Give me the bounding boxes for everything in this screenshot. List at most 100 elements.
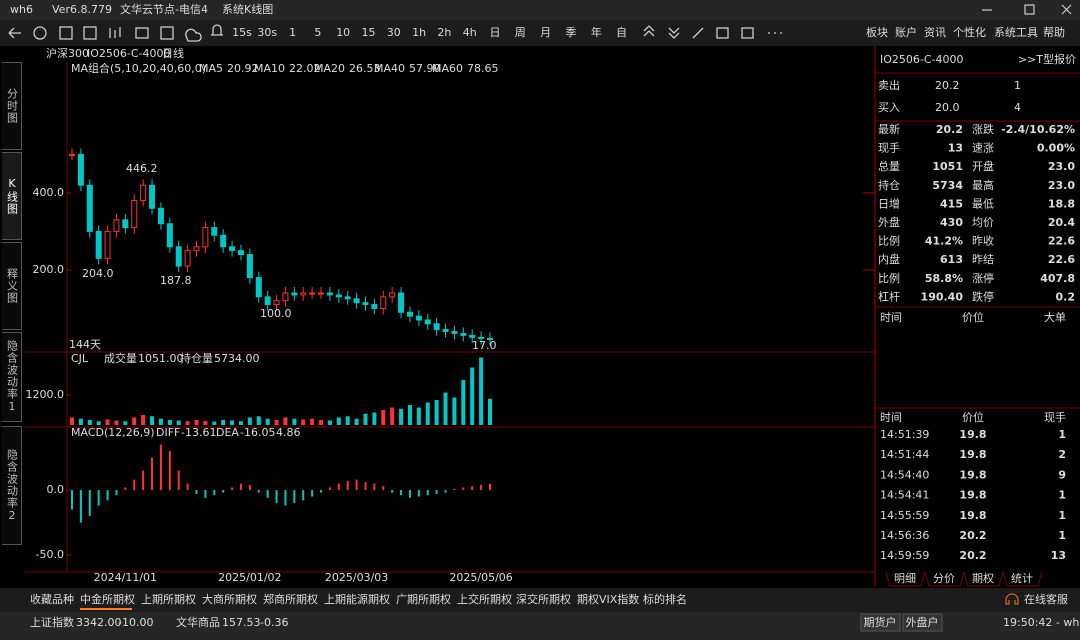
detail-tab[interactable]: 期权 [972,572,994,585]
index-change: -0.36 [260,616,288,629]
status-button[interactable] [860,613,901,632]
market-tab[interactable]: 上期所期权 [141,593,196,606]
period-button[interactable]: 5 [314,26,321,39]
stat-label: 最低 [972,197,994,210]
stat-label: 跌停 [972,289,994,303]
menu-item[interactable]: 账户 [895,25,917,39]
price-annotation: 446.2 [126,162,158,175]
candle [246,254,253,279]
market-tab[interactable]: 深交所期权 [516,592,571,606]
period-button[interactable]: 年 [591,25,602,39]
market-tab[interactable]: 上期能源期权 [324,592,390,606]
market-tab[interactable]: 标的排名 [643,592,687,606]
side-tab[interactable]: 释义图 [2,242,22,330]
volume-bar [390,407,395,425]
period-button[interactable]: 周 [515,26,526,39]
menu-item[interactable]: 帮助 [1043,25,1065,39]
diff-value: -13.61 [181,426,216,439]
status-button[interactable] [902,613,943,632]
candle [175,246,182,267]
volume-bar [247,417,252,425]
y-tick-label: 1200.0 [26,388,65,401]
stat-label: 外盘 [878,215,900,229]
period-button[interactable]: 1 [289,26,296,39]
period-button[interactable]: 季 [565,26,576,39]
ma-name: MA5 [199,62,223,75]
volume-bar [407,405,412,425]
index-name: 沪深300 [46,46,89,60]
candle [344,296,351,300]
candle [389,292,396,298]
stat-label: 现手 [878,141,900,155]
tab-shape [885,571,926,587]
t-quote-link[interactable]: >>T型报价 [1018,52,1076,66]
period-button[interactable]: 月 [540,26,551,39]
stat-value: 23.0 [1048,179,1075,192]
menu-item[interactable]: 个性化 [953,25,986,39]
period-button[interactable]: 4h [463,26,477,39]
volume-bar [399,408,404,425]
market-tab[interactable]: 中金所期权 [80,592,135,606]
bottom-tab-bar [0,588,1080,612]
period-button[interactable]: 2h [437,26,451,39]
candle [113,219,120,232]
column-header: 时间 [880,311,902,324]
stat-label: 日增 [878,196,900,210]
y-tick-label: 400.0 [33,186,65,199]
macd-value: 4.86 [276,426,301,439]
detail-tab[interactable]: 明细 [894,572,916,585]
ma-value: 20.92 [227,62,259,75]
candle [335,294,342,298]
candle [69,153,75,156]
side-tab[interactable]: K线图 [2,152,22,240]
side-tab[interactable]: 分时图 [2,62,22,150]
menu-item[interactable]: 资讯 [924,26,946,39]
market-tab[interactable]: 上交所期权 [457,592,512,606]
candle [95,230,102,259]
menu-item[interactable]: 系统工具 [994,26,1038,39]
volume-bar [372,412,377,425]
menu-item[interactable]: 板块 [866,25,888,39]
period-button[interactable]: 30s [257,26,277,39]
volume-bar [212,421,217,425]
period-button[interactable]: 10 [336,26,350,39]
detail-tab[interactable]: 分价 [933,572,955,585]
stat-value: 415 [940,197,963,210]
column-header: 价位 [962,410,984,424]
period-button[interactable]: 15s [232,26,252,39]
candle [193,246,200,252]
volume-bar [265,418,270,425]
period-button[interactable]: 日 [490,26,501,39]
ma-legend: MA40 57.90 [374,62,441,75]
volume-bar [274,420,279,425]
ma-value: 22.02 [289,62,321,75]
ma-legend: MA20 26.53 [314,62,381,75]
market-tab[interactable]: 期权VIX指数 [577,592,639,606]
stat-label: 比例 [878,271,900,285]
period-button[interactable]: 15 [362,26,376,39]
period-button[interactable]: 1h [412,26,426,39]
stat-value: 18.8 [1048,197,1075,210]
stat-label: 昨结 [972,253,994,266]
side-tab[interactable]: 隐含波动率2 [2,426,22,545]
price-annotation: 17.0 [472,339,497,352]
market-tab[interactable]: 广期所期权 [396,593,451,606]
symbol: IO2506-C-4000 [880,53,964,66]
market-tab[interactable]: 郑商所期权 [263,592,318,606]
period-button[interactable]: 自 [616,26,627,39]
candle [380,296,387,309]
side-tab[interactable]: 隐含波动率1 [2,332,22,422]
detail-tab[interactable]: 统计 [1011,572,1033,585]
ma-name: MA10 [254,62,285,75]
price-annotation: 144天 [69,338,101,351]
status-button-label: 外盘户 [906,615,939,629]
side-price: 20.0 [935,101,960,114]
volume-bar [416,407,421,425]
stat-value: 430 [940,216,963,229]
service-link[interactable]: 在线客服 [1024,592,1068,606]
market-tab[interactable]: 大商所期权 [202,592,257,606]
market-tab[interactable]: 收藏品种 [30,592,74,606]
period-button[interactable]: 30 [387,26,401,39]
